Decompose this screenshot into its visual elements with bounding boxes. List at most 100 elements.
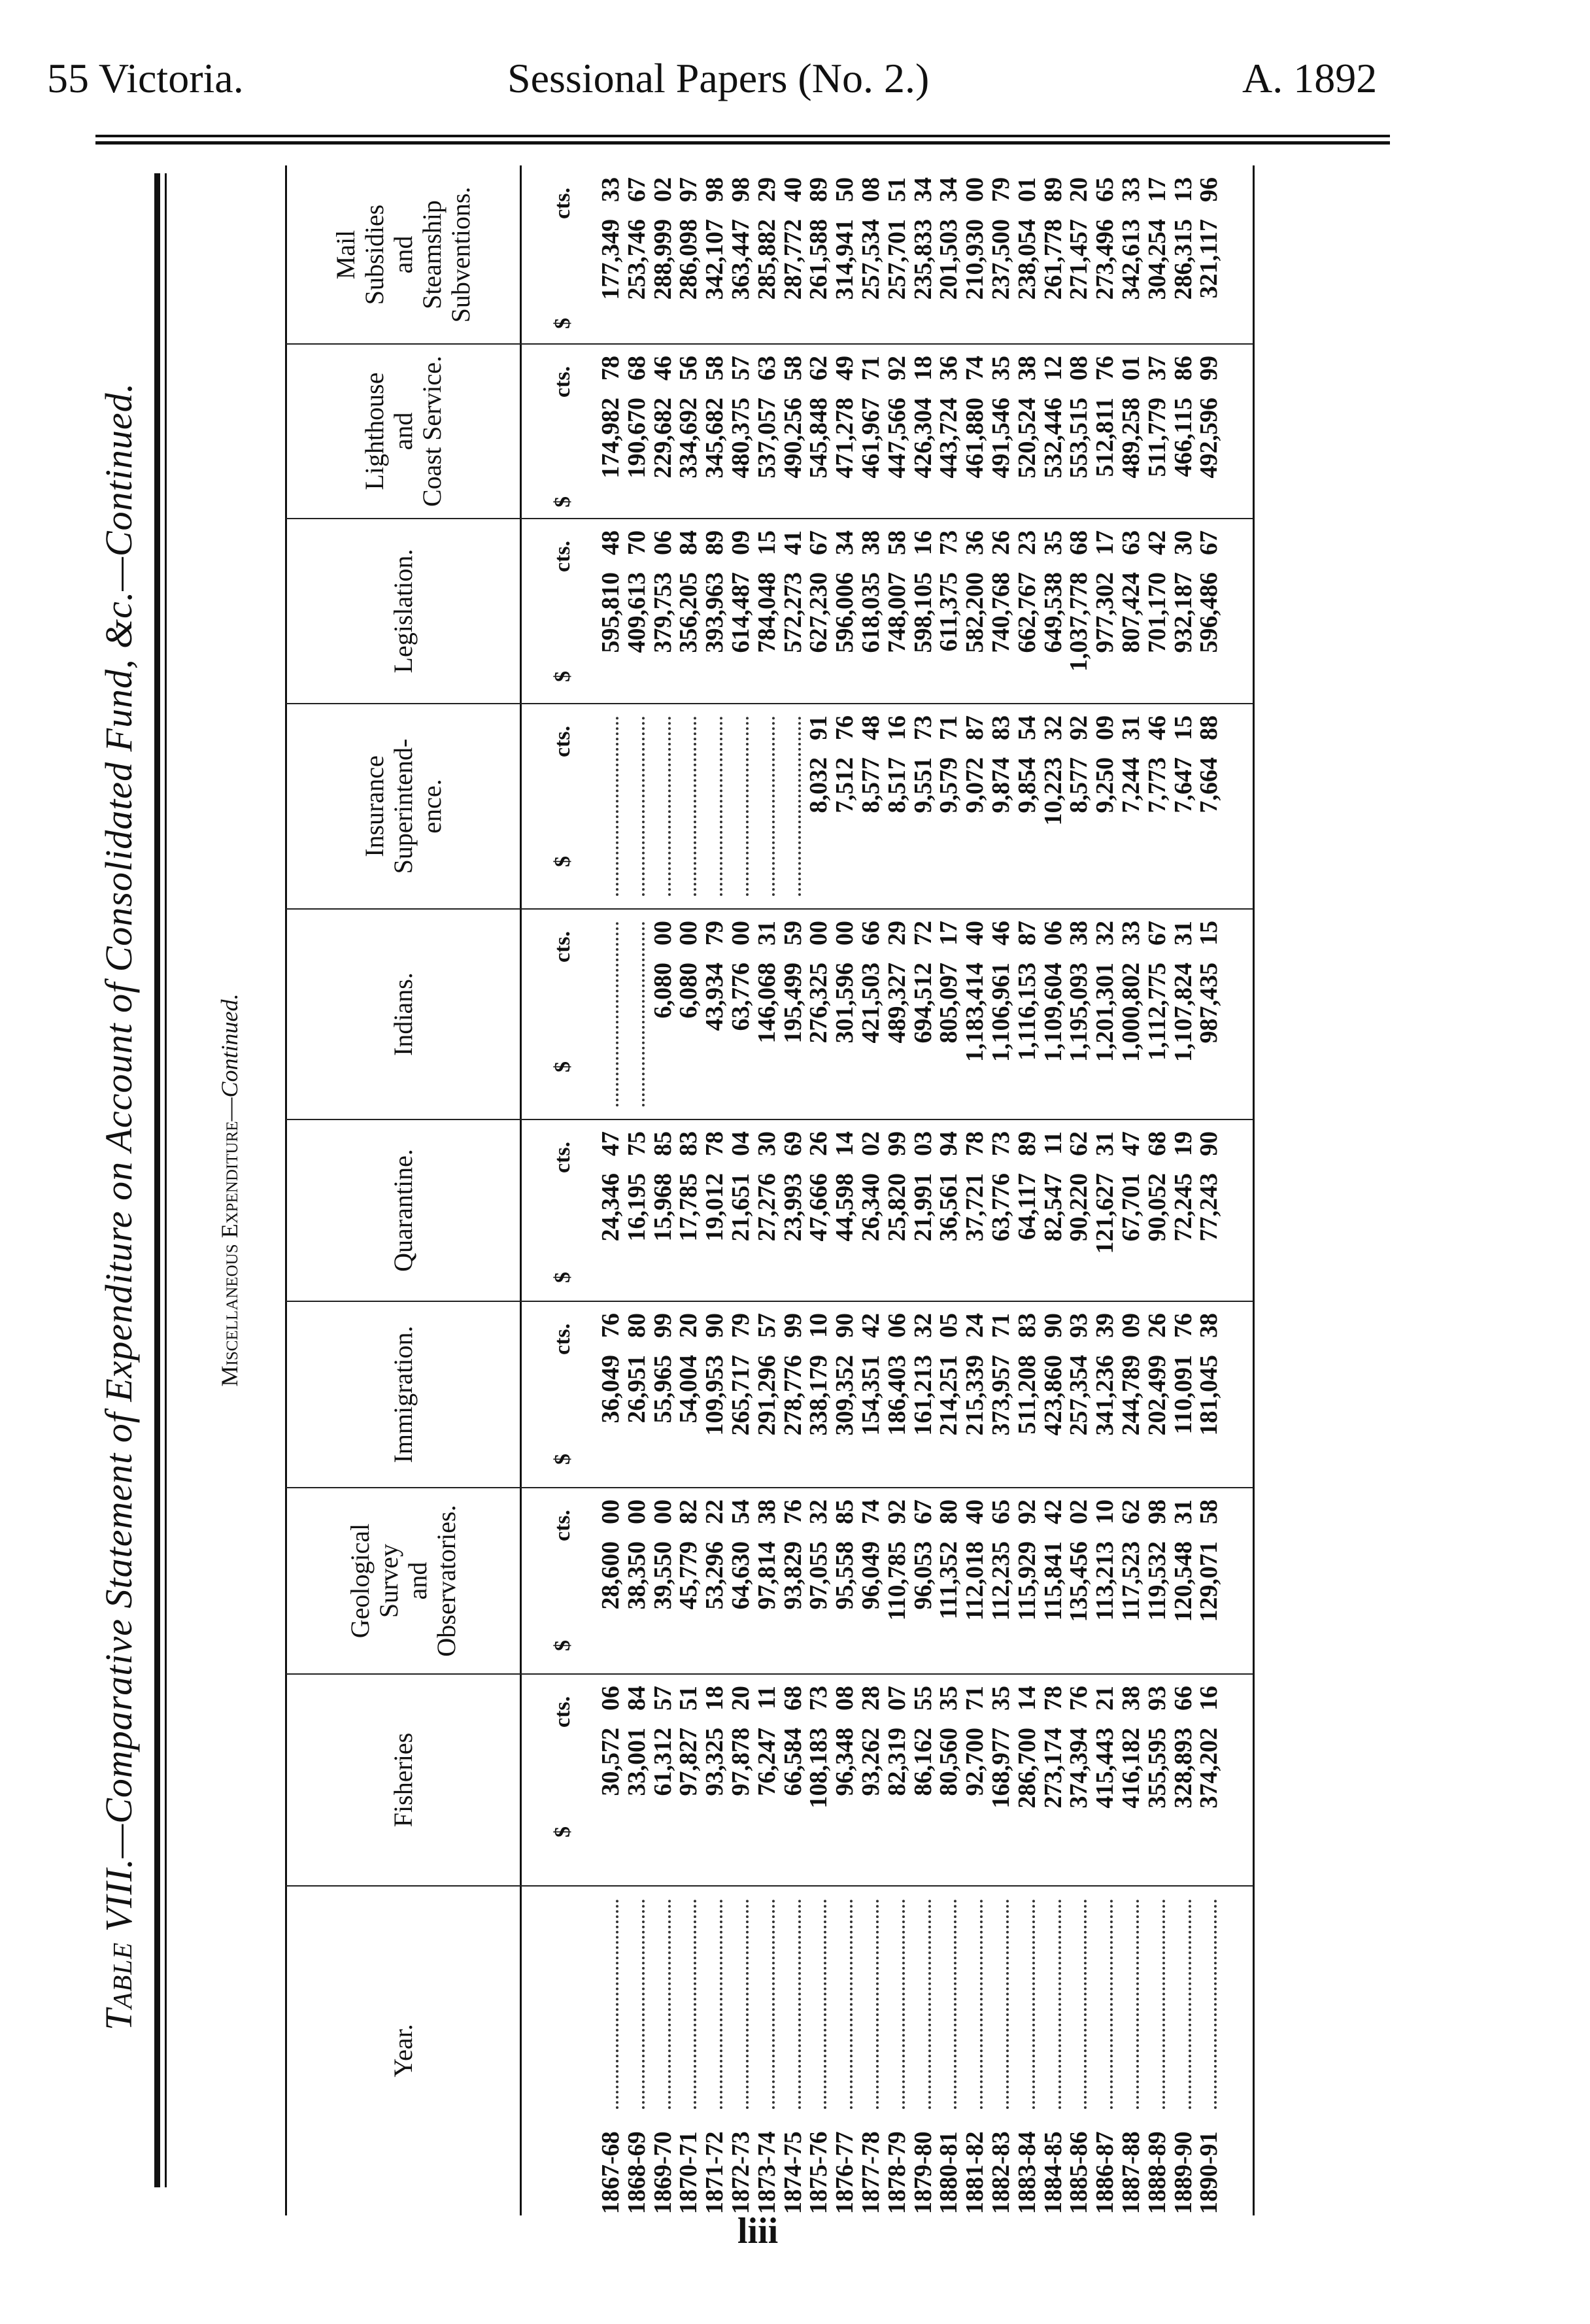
dollars-value: 115,841 (1039, 1541, 1067, 1621)
dollars-value: 595,810 (597, 572, 624, 653)
empty-cell-dots (641, 717, 645, 896)
cents-value: 90 (701, 1313, 729, 1338)
cents-value: 35 (1039, 530, 1067, 555)
dollars-value: 76,247 (753, 1728, 781, 1796)
dollars-value: 345,682 (701, 398, 729, 479)
dollars-value: 288,999 (649, 219, 677, 300)
cents-value: 42 (857, 1313, 885, 1338)
cents-value: 97 (675, 177, 703, 202)
cents-value: 91 (805, 715, 833, 740)
cents-value: 35 (987, 1686, 1015, 1711)
cents-value: 31 (1117, 715, 1145, 740)
cents-value: 98 (701, 177, 729, 202)
dollars-value: 64,630 (727, 1541, 754, 1610)
cents-value: 00 (622, 1499, 651, 1524)
dollars-value: 109,953 (701, 1355, 729, 1436)
dollars-value: 273,496 (1091, 219, 1119, 300)
cents-value: 94 (935, 1131, 963, 1156)
cents-value: 40 (961, 921, 989, 946)
dollars-value: 181,045 (1195, 1355, 1223, 1436)
cents-value: 34 (935, 177, 963, 202)
dollars-value: 111,352 (935, 1541, 963, 1620)
dollars-value: 415,443 (1091, 1728, 1119, 1809)
dollars-value: 33,001 (622, 1728, 651, 1796)
cents-value: 29 (883, 921, 911, 946)
dollars-value: 67,701 (1117, 1173, 1145, 1242)
dollars-value: 117,523 (1117, 1541, 1145, 1621)
dollars-value: 93,829 (779, 1541, 807, 1610)
dollars-value: 257,701 (883, 219, 911, 300)
cents-value: 19 (1169, 1131, 1197, 1156)
dollars-value: 9,579 (935, 757, 963, 813)
year-cell: 1873-74 (753, 2131, 781, 2214)
cents-value: 92 (1065, 715, 1093, 740)
dollars-value: 1,195,093 (1065, 963, 1093, 1062)
year-cell: 1888-89 (1143, 2131, 1171, 2214)
cents-value: 73 (935, 530, 963, 555)
cents-value: 76 (831, 715, 859, 740)
year-cell: 1881-82 (961, 2131, 989, 2214)
column-header-line: Immigration. (388, 1325, 418, 1463)
cents-value: 62 (1117, 1499, 1145, 1524)
year-cell: 1887-88 (1117, 2131, 1145, 2214)
dollars-value: 596,006 (831, 572, 859, 653)
dollars-value: 471,278 (831, 398, 859, 479)
year-cell: 1871-72 (701, 2131, 729, 2214)
dollars-value: 627,230 (805, 572, 833, 653)
dot-leader (1006, 1900, 1009, 2109)
dollars-value: 285,882 (753, 219, 781, 300)
dollars-value: 28,600 (597, 1541, 624, 1610)
cents-value: 06 (597, 1686, 624, 1711)
dot-leader (954, 1900, 957, 2109)
cents-value: 16 (883, 715, 911, 740)
cents-value: 90 (831, 1313, 859, 1338)
dollars-value: 39,550 (649, 1541, 677, 1610)
dollars-value: 253,746 (622, 219, 651, 300)
column-header-line: Year. (388, 2024, 418, 2077)
year-cell: 1878-79 (883, 2131, 911, 2214)
column-header-line: Insurance (359, 755, 389, 857)
cents-value: 17 (1143, 177, 1171, 202)
dollars-value: 341,236 (1091, 1355, 1119, 1436)
dollars-value: 110,091 (1169, 1355, 1197, 1435)
dollars-value: 374,202 (1195, 1728, 1223, 1809)
dollars-value: 38,350 (622, 1541, 651, 1610)
dollars-value: 1,037,778 (1065, 572, 1093, 672)
cents-value: 38 (857, 530, 885, 555)
dollars-value: 25,820 (883, 1173, 911, 1242)
cents-unit-label: cts. (550, 1141, 575, 1173)
header-rule-thick (95, 141, 1390, 145)
dollars-value: 491,546 (987, 398, 1015, 479)
dollars-value: 511,208 (1013, 1355, 1041, 1435)
cents-value: 86 (1169, 356, 1197, 381)
dollars-value: 24,346 (597, 1173, 624, 1242)
dollars-value: 26,340 (857, 1173, 885, 1242)
dollars-value: 80,560 (935, 1728, 963, 1796)
dollars-value: 90,220 (1065, 1173, 1093, 1242)
dollars-value: 1,109,604 (1039, 963, 1067, 1062)
dollars-value: 82,547 (1039, 1173, 1067, 1242)
dollars-value: 1,000,802 (1117, 963, 1145, 1062)
cents-value: 85 (649, 1131, 677, 1156)
dollars-value: 342,613 (1117, 219, 1145, 300)
cents-value: 84 (675, 530, 703, 555)
year-cell: 1880-81 (935, 2131, 963, 2214)
cents-value: 98 (727, 177, 754, 202)
cents-value: 83 (1013, 1313, 1041, 1338)
dollars-value: 168,977 (987, 1728, 1015, 1809)
cents-value: 00 (649, 1499, 677, 1524)
dollars-value: 54,004 (675, 1355, 703, 1424)
dollars-value: 112,018 (961, 1541, 989, 1621)
column-header-indians: Indians. (286, 909, 520, 1119)
cents-value: 36 (961, 530, 989, 555)
column-header-line: Legislation. (388, 549, 418, 674)
dollars-value: 492,596 (1195, 398, 1223, 479)
dollars-value: 47,666 (805, 1173, 833, 1242)
dollars-value: 416,182 (1117, 1728, 1145, 1809)
cents-value: 20 (675, 1313, 703, 1338)
dollars-value: 235,833 (909, 219, 937, 300)
cents-value: 74 (857, 1499, 885, 1524)
dollars-value: 7,664 (1195, 757, 1223, 813)
cents-value: 00 (675, 921, 703, 946)
rotated-table-page: Table VIII.—Comparative Statement of Exp… (85, 157, 1294, 2223)
